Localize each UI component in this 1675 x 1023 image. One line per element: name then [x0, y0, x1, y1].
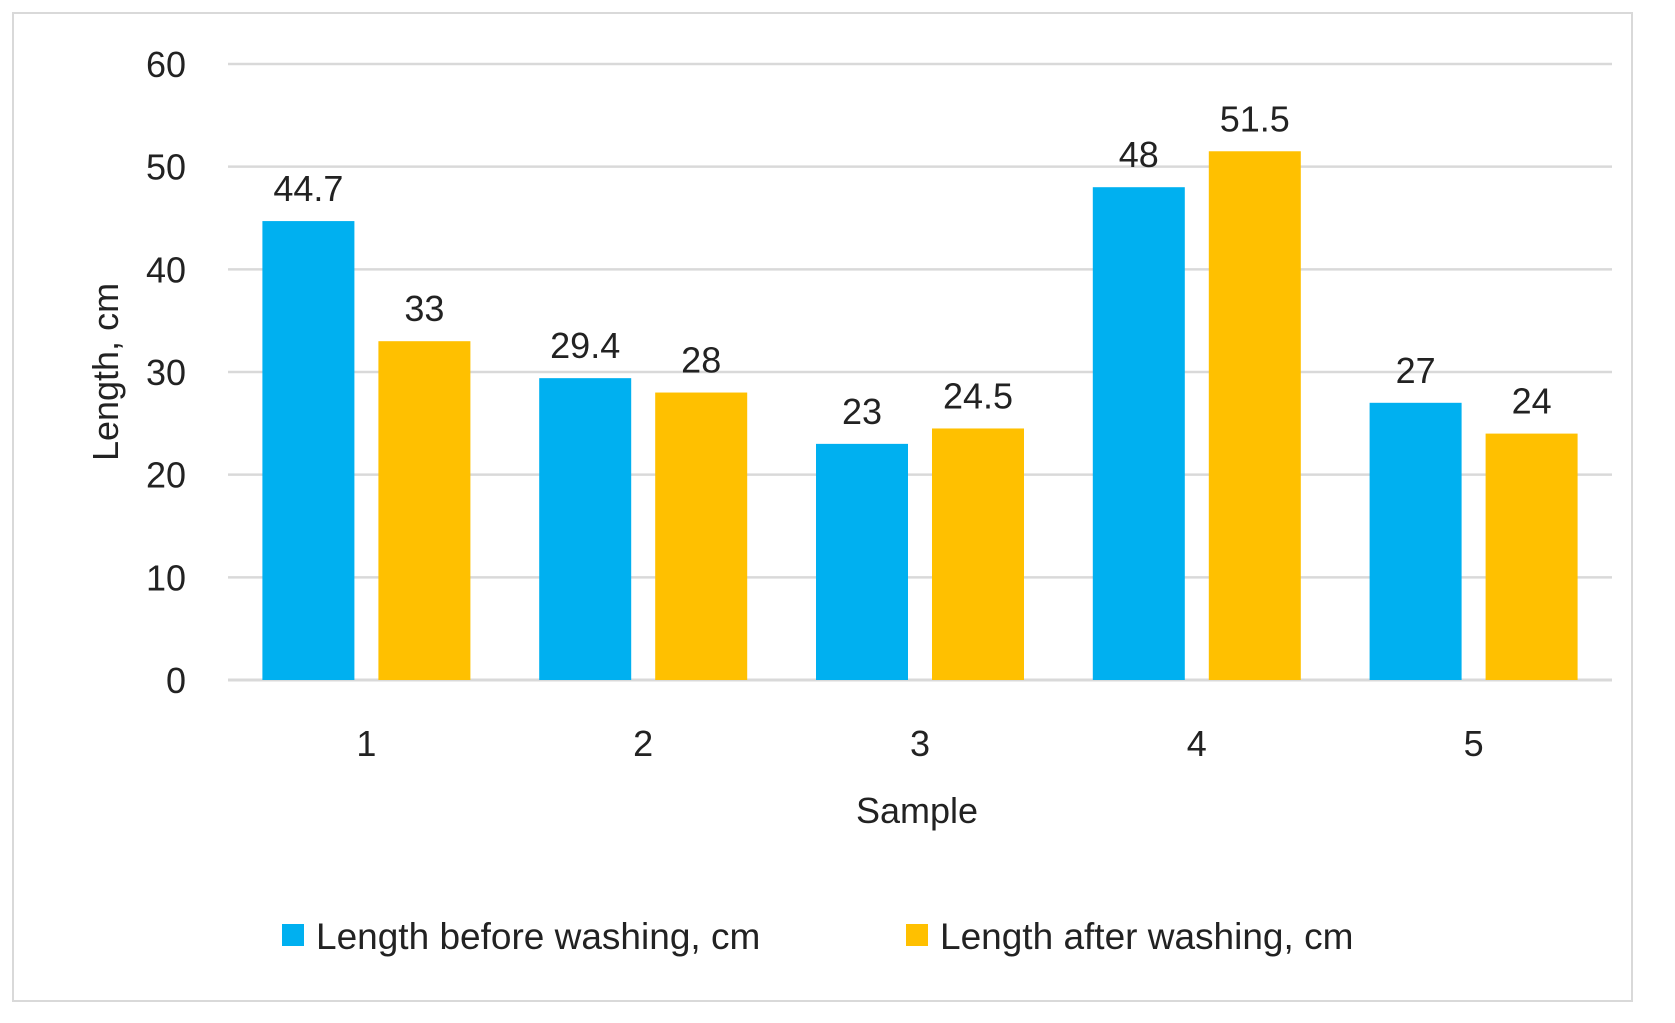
legend-swatch-before — [282, 924, 304, 946]
x-axis-tick-labels: 1 2 3 4 5 — [356, 723, 1483, 764]
x-axis-title: Sample — [856, 790, 978, 831]
bar-series-2-sample-5 — [1486, 434, 1578, 680]
data-label: 24 — [1512, 381, 1552, 422]
bar-series-2-sample-1 — [378, 341, 470, 680]
y-tick-label: 20 — [146, 455, 186, 496]
y-tick-label: 50 — [146, 147, 186, 188]
data-label: 23 — [842, 391, 882, 432]
legend-label-before: Length before washing, cm — [316, 916, 760, 957]
bar-series-1-sample-1 — [262, 221, 354, 680]
y-axis-title: Length, cm — [85, 283, 126, 461]
x-tick-label: 4 — [1187, 723, 1207, 764]
y-tick-label: 60 — [146, 44, 186, 85]
y-tick-label: 0 — [166, 660, 186, 701]
bar-series-1-sample-5 — [1370, 403, 1462, 680]
data-label: 24.5 — [943, 375, 1013, 416]
y-tick-label: 30 — [146, 352, 186, 393]
bar-series-2-sample-4 — [1209, 151, 1301, 680]
legend: Length before washing, cm Length after w… — [282, 916, 1353, 957]
x-tick-label: 3 — [910, 723, 930, 764]
bars — [262, 151, 1577, 680]
y-axis-tick-labels: 0 10 20 30 40 50 60 — [146, 44, 186, 701]
x-tick-label: 2 — [633, 723, 653, 764]
legend-swatch-after — [906, 924, 928, 946]
bar-series-1-sample-2 — [539, 378, 631, 680]
y-tick-label: 40 — [146, 249, 186, 290]
legend-label-after: Length after washing, cm — [940, 916, 1353, 957]
y-tick-label: 10 — [146, 557, 186, 598]
x-tick-label: 1 — [356, 723, 376, 764]
data-label: 29.4 — [550, 325, 620, 366]
x-tick-label: 5 — [1464, 723, 1484, 764]
bar-series-2-sample-3 — [932, 428, 1024, 680]
data-label: 44.7 — [273, 168, 343, 209]
data-label: 51.5 — [1220, 98, 1290, 139]
bar-series-2-sample-2 — [655, 393, 747, 680]
data-label: 28 — [681, 340, 721, 381]
data-label: 27 — [1396, 350, 1436, 391]
bar-series-1-sample-4 — [1093, 187, 1185, 680]
data-label: 33 — [404, 288, 444, 329]
data-label: 48 — [1119, 134, 1159, 175]
bar-series-1-sample-3 — [816, 444, 908, 680]
